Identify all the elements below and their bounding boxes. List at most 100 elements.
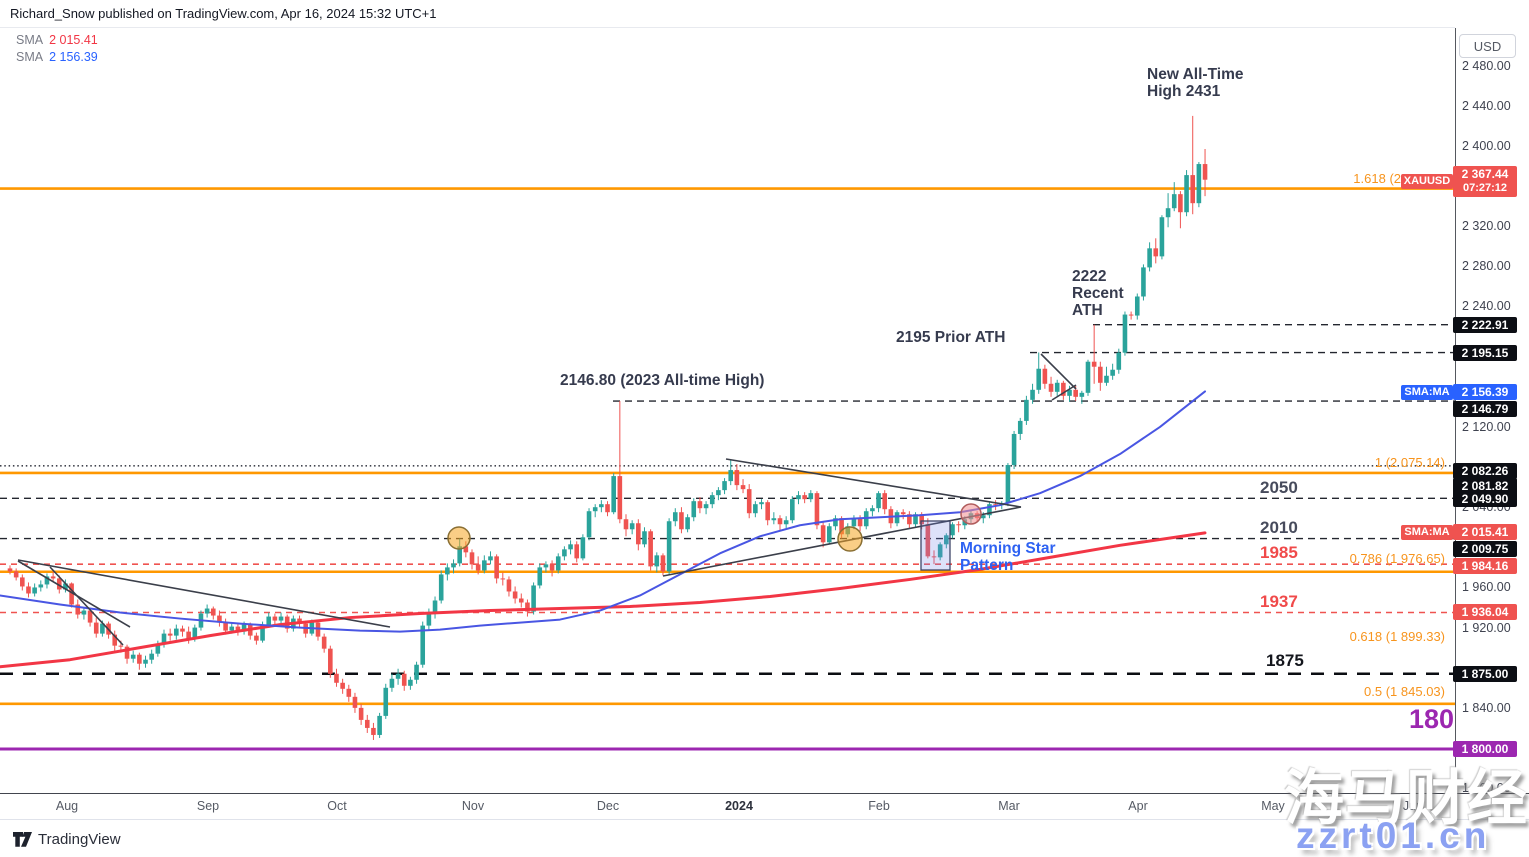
watermark-chinese: 海马财经 [1284,765,1528,832]
candle-body [574,544,580,559]
candle-body [555,556,561,571]
candle-body [75,604,81,615]
circle-marker[interactable] [960,503,982,525]
publish-header: Richard_Snow published on TradingView.co… [10,6,437,21]
trendline[interactable] [725,458,1022,508]
time-axis[interactable] [0,793,1529,820]
sma-line[interactable] [0,531,1207,669]
candle-body [654,555,660,567]
candle-body [500,578,506,580]
candle-body [944,535,949,545]
candle-body [1005,465,1011,504]
price-tick: 1 920.00 [1462,621,1511,635]
circle-marker[interactable] [837,526,863,552]
candle-body [518,598,524,603]
candle-body [69,583,74,605]
candle-body [549,564,555,571]
trendline[interactable] [17,559,391,628]
chart-annotation: 2195 Prior ATH [896,329,1006,346]
sma-line[interactable] [0,390,1206,633]
candle-body [482,560,487,571]
candle-body [1079,392,1085,397]
candle-body [223,622,228,631]
candle-body [993,504,998,506]
price-badge: 2 081.82 [1453,478,1517,494]
legend-sma-fast-label: SMA [16,50,44,64]
price-tick: 2 240.00 [1462,299,1511,313]
candle-body [937,544,943,558]
fib-label: 0.5 (1 845.03) [1364,684,1445,699]
candle-body [463,546,469,553]
legend-sma-fast[interactable]: SMA 2 156.39 [16,50,98,64]
pattern-highlight-rect[interactable] [920,520,951,571]
trendline[interactable] [1051,384,1077,401]
price-badge: 2 015.41 [1453,524,1517,540]
trendline[interactable] [1040,353,1077,390]
series-tag-badge: SMA:MA [1401,384,1453,400]
candle-body [1104,375,1109,383]
candle-body [192,627,198,639]
candle-body [81,610,87,615]
trendline[interactable] [49,566,124,646]
trendline[interactable] [17,560,131,628]
candle-body [722,481,727,491]
candle-body [1190,175,1196,204]
fib-label: 1.618 (2 [1353,171,1401,186]
candle-body [648,531,653,567]
candle-body [1134,296,1140,316]
header-divider [0,27,1455,28]
legend-sma-slow[interactable]: SMA 2 015.41 [16,33,98,47]
candle-body [525,602,530,612]
month-label: Jun [1402,799,1424,813]
month-label: Aug [55,799,79,813]
candle-body [494,556,499,579]
price-badge-value: 1 800.00 [1461,742,1509,756]
month-label: Oct [327,799,347,813]
candle-body [623,519,629,530]
price-badge-value: 2 156.39 [1461,385,1509,399]
candle-body [599,504,604,508]
candle-body [56,578,62,590]
candle-body [401,673,407,686]
candle-body [143,659,148,664]
candle-body [7,568,13,572]
circle-marker[interactable] [447,526,471,550]
candle-body [364,719,370,728]
chart-annotation: 2050 [1260,478,1298,497]
price-tick: 2 480.00 [1462,59,1511,73]
candle-body [870,508,875,512]
tradingview-logo-icon [13,832,32,847]
candle-body [451,563,456,568]
candle-body [408,679,413,686]
candle-body [1165,208,1171,218]
candle-body [63,583,68,590]
price-badge-value: 2 015.41 [1461,525,1509,539]
candle-body [759,502,764,505]
month-label: Feb [868,799,890,813]
price-badge-countdown: 07:27:12 [1462,182,1508,194]
tradingview-logo[interactable]: TradingView [13,831,121,848]
currency-toggle-button[interactable]: USD [1459,34,1516,58]
candle-body [980,515,986,519]
candle-body [900,512,906,515]
candle-body [1178,194,1183,213]
price-badge: 2 222.91 [1453,317,1517,333]
candle-body [666,521,672,572]
price-badge-value: 2 082.26 [1461,464,1509,478]
candle-body [377,715,382,735]
candle-body [32,587,37,594]
candle-body [1141,267,1146,297]
candle-body [746,489,752,514]
series-tag-badge: XAUUSD [1401,173,1453,189]
candle-body [568,544,573,550]
candle-body [272,616,278,621]
candle-body [118,645,124,647]
candle-body [907,514,912,525]
candle-body [420,625,426,665]
candle-body [562,549,567,557]
candle-body [765,502,770,521]
candle-body [469,552,475,565]
candle-body [414,664,419,680]
